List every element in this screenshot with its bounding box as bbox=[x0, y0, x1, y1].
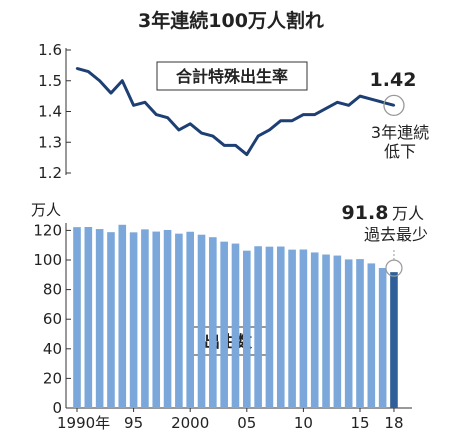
births-y-tick-label: 120 bbox=[33, 221, 62, 239]
fertility-rate-point bbox=[132, 104, 135, 107]
births-note: 過去最少 bbox=[364, 225, 428, 244]
births-bar bbox=[243, 250, 251, 408]
births-bar bbox=[141, 229, 149, 408]
fertility-rate-point bbox=[222, 144, 226, 147]
births-panel: 万人 出生数 91.8 万人 過去最少 1201008060402001990年… bbox=[31, 201, 428, 432]
births-bar bbox=[378, 267, 387, 408]
births-y-tick-label: 60 bbox=[43, 310, 62, 328]
fertility-rate-point bbox=[177, 128, 181, 132]
births-latest-value: 91.8 bbox=[342, 202, 389, 224]
fertility-rate-point bbox=[324, 107, 328, 110]
births-bar bbox=[254, 246, 262, 408]
fertility-rate-point bbox=[268, 128, 271, 132]
fertility-y-tick-label: 1.3 bbox=[38, 133, 62, 151]
fertility-y-tick-label: 1.6 bbox=[38, 41, 62, 59]
fertility-rate-point bbox=[143, 101, 147, 104]
fertility-rate-point bbox=[245, 153, 248, 156]
fertility-rate-panel: 合計特殊出生率 1.42 3年連続 低下 1.6 1.5 1.4 1.3 1.2 bbox=[38, 41, 429, 182]
births-bar bbox=[344, 259, 353, 408]
fertility-rate-point bbox=[189, 122, 192, 126]
fertility-rate-point bbox=[313, 113, 316, 116]
fertility-rate-point bbox=[370, 98, 373, 101]
births-x-tick-label: 2000 bbox=[171, 414, 209, 432]
births-bar bbox=[197, 234, 206, 408]
births-bar bbox=[95, 229, 104, 408]
births-y-tick-label: 20 bbox=[43, 369, 62, 387]
births-bar bbox=[152, 231, 161, 408]
births-bar bbox=[367, 263, 376, 408]
births-bar bbox=[84, 226, 93, 408]
births-bar bbox=[265, 246, 274, 408]
births-bar bbox=[186, 231, 194, 408]
births-y-tick-label: 40 bbox=[43, 340, 62, 358]
fertility-rate-point bbox=[155, 113, 158, 116]
fertility-rate-note-line1: 3年連続 bbox=[371, 123, 429, 142]
fertility-y-tick-label: 1.4 bbox=[38, 103, 62, 121]
births-bar bbox=[322, 254, 330, 408]
fertility-rate-label-box bbox=[156, 61, 308, 91]
births-bar bbox=[107, 232, 115, 408]
births-bar bbox=[299, 249, 308, 408]
births-bar bbox=[333, 255, 342, 408]
births-latest-unit: 万人 bbox=[392, 204, 424, 223]
births-x-tick-label: 95 bbox=[124, 414, 143, 432]
fertility-y-tick-label: 1.5 bbox=[38, 72, 62, 90]
births-x-tick-label: 18 bbox=[384, 414, 403, 432]
fertility-rate-point bbox=[211, 134, 215, 138]
fertility-rate-point bbox=[358, 94, 362, 98]
births-highlight-circle bbox=[385, 259, 403, 277]
births-x-tick-label: 15 bbox=[350, 414, 369, 432]
fertility-rate-note-line2: 低下 bbox=[384, 142, 416, 161]
fertility-rate-point bbox=[256, 134, 260, 138]
fertility-rate-point bbox=[347, 104, 350, 107]
fertility-y-tick-label: 1.2 bbox=[38, 164, 62, 182]
fertility-rate-point bbox=[279, 119, 282, 122]
fertility-rate-point bbox=[290, 119, 294, 122]
births-bar bbox=[288, 249, 296, 408]
fertility-rate-point bbox=[87, 70, 90, 73]
fertility-rate-point bbox=[98, 79, 101, 82]
births-y-tick-label: 100 bbox=[33, 251, 62, 269]
births-bar bbox=[129, 232, 138, 408]
births-x-tick-label: 1990年 bbox=[57, 414, 110, 432]
fertility-rate-latest-value: 1.42 bbox=[370, 69, 417, 91]
births-bar bbox=[163, 229, 172, 408]
births-y-tick-label: 0 bbox=[52, 399, 62, 417]
births-bar bbox=[209, 237, 217, 408]
fertility-rate-point bbox=[336, 101, 339, 104]
births-bar bbox=[175, 233, 183, 408]
births-bar bbox=[73, 227, 81, 408]
births-bar bbox=[390, 272, 398, 408]
births-bar bbox=[118, 224, 127, 408]
fertility-rate-point bbox=[121, 79, 124, 82]
fertility-rate-point bbox=[392, 104, 396, 107]
fertility-rate-point bbox=[302, 113, 305, 116]
fertility-rate-highlight-circle bbox=[383, 94, 405, 116]
births-bar bbox=[310, 252, 319, 408]
fertility-rate-point bbox=[109, 91, 113, 95]
chart-title: 3年連続100万人割れ bbox=[138, 9, 324, 32]
births-bar bbox=[220, 241, 228, 408]
fertility-rate-point bbox=[75, 67, 79, 70]
births-bar bbox=[231, 243, 240, 408]
fertility-rate-point bbox=[166, 116, 169, 119]
fertility-rate-point bbox=[234, 144, 237, 147]
births-x-tick-label: 05 bbox=[237, 414, 256, 432]
fertility-rate-label: 合計特殊出生率 bbox=[176, 67, 288, 86]
births-x-tick-label: 10 bbox=[294, 414, 313, 432]
births-unit-label: 万人 bbox=[31, 201, 61, 219]
births-bar bbox=[276, 246, 285, 408]
births-bar bbox=[356, 259, 364, 408]
fertility-rate-point bbox=[381, 101, 384, 104]
births-y-tick-label: 80 bbox=[43, 281, 62, 299]
fertility-rate-point bbox=[200, 131, 203, 135]
